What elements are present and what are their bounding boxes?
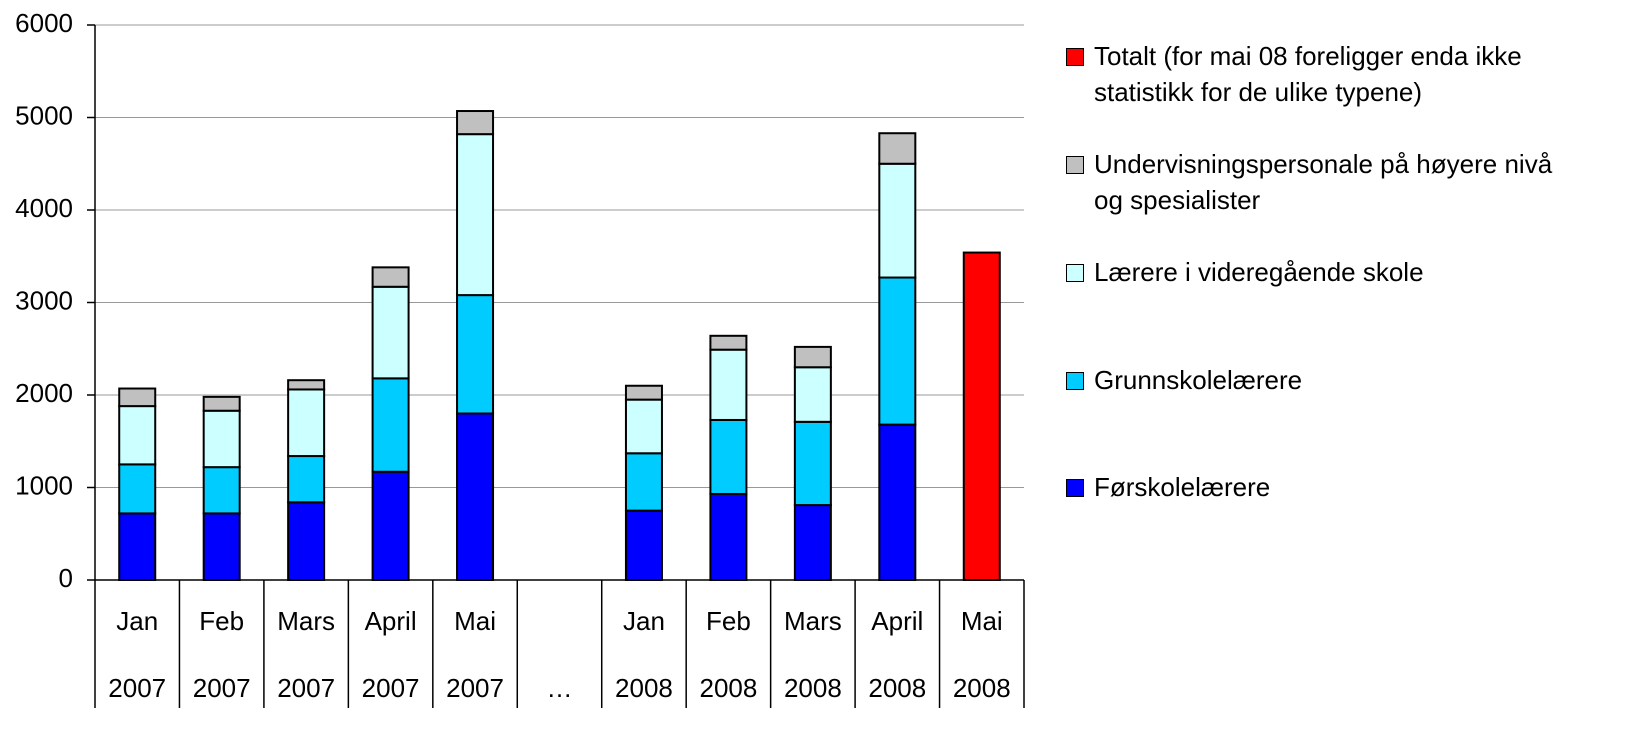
bar-segment — [287, 501, 326, 581]
y-tick-label: 2000 — [15, 378, 73, 408]
x-tick-label: Mars — [277, 606, 335, 636]
legend-item: Førskolelærere — [1066, 469, 1566, 505]
x-tick-label: 2008 — [953, 673, 1011, 703]
y-tick-label: 6000 — [15, 8, 73, 38]
y-tick-label: 4000 — [15, 193, 73, 223]
bar-segment — [962, 251, 1001, 582]
bar-segment — [456, 110, 495, 136]
bar-segment — [624, 384, 663, 401]
x-tick-label: Jan — [623, 606, 665, 636]
x-tick-label: 2008 — [699, 673, 757, 703]
legend-label: Lærere i videregående skole — [1094, 257, 1424, 287]
x-tick-label: 2008 — [784, 673, 842, 703]
x-tick-label: 2007 — [108, 673, 166, 703]
y-tick-label: 5000 — [15, 100, 73, 130]
x-tick-label: 2007 — [446, 673, 504, 703]
legend-swatch — [1066, 48, 1084, 66]
x-tick-label: 2007 — [277, 673, 335, 703]
bar-segment — [202, 512, 241, 582]
bar-segment — [709, 334, 748, 351]
bar-segment — [118, 405, 157, 466]
bar-segment — [624, 398, 663, 455]
bar-segment — [456, 412, 495, 581]
legend-swatch — [1066, 479, 1084, 497]
legend-label: Totalt (for mai 08 foreligger enda ikke … — [1094, 41, 1522, 107]
legend-label: Grunnskolelærere — [1094, 365, 1303, 395]
bar-segment — [118, 512, 157, 582]
bar-segment — [709, 418, 748, 495]
bar-segment — [793, 345, 832, 369]
legend-item: Grunnskolelærere — [1066, 362, 1566, 398]
bar-segment — [371, 266, 410, 288]
x-tick-label: Feb — [199, 606, 244, 636]
legend-swatch — [1066, 156, 1084, 174]
x-tick-label: 2008 — [868, 673, 926, 703]
x-tick-label: … — [547, 673, 573, 703]
y-tick-label: 3000 — [15, 285, 73, 315]
bar-segment — [202, 395, 241, 412]
legend-swatch — [1066, 372, 1084, 390]
bar-segment — [202, 409, 241, 469]
legend-swatch — [1066, 264, 1084, 282]
x-tick-label: 2007 — [362, 673, 420, 703]
bar-segment — [202, 466, 241, 515]
bar-segment — [371, 470, 410, 581]
legend-label: Førskolelærere — [1094, 472, 1271, 502]
bar-segment — [793, 504, 832, 582]
bar-segment — [118, 463, 157, 515]
bar-segment — [793, 420, 832, 507]
legend-label: Undervisningspersonale på høyere nivå og… — [1094, 149, 1553, 215]
bar-segment — [624, 452, 663, 512]
bar-segment — [456, 294, 495, 415]
x-tick-label: April — [365, 606, 417, 636]
bar-segment — [878, 423, 917, 581]
x-tick-label: 2007 — [193, 673, 251, 703]
x-tick-label: Mai — [454, 606, 496, 636]
legend-item: Undervisningspersonale på høyere nivå og… — [1066, 146, 1566, 218]
x-tick-label: April — [871, 606, 923, 636]
y-tick-label: 1000 — [15, 470, 73, 500]
bar-segment — [287, 388, 326, 458]
bar-segment — [118, 387, 157, 408]
bar-segment — [709, 492, 748, 582]
bar-segment — [371, 377, 410, 473]
bar-segment — [793, 366, 832, 423]
x-tick-label: 2008 — [615, 673, 673, 703]
bar-segment — [624, 509, 663, 581]
bar-segment — [878, 132, 917, 165]
x-tick-label: Feb — [706, 606, 751, 636]
y-tick-label: 0 — [59, 563, 73, 593]
legend-item: Lærere i videregående skole — [1066, 254, 1566, 290]
legend-item: Totalt (for mai 08 foreligger enda ikke … — [1066, 38, 1566, 110]
bar-segment — [709, 348, 748, 421]
bar-segment — [287, 379, 326, 391]
bar-segment — [878, 276, 917, 426]
bar-segment — [456, 133, 495, 297]
bar-segment — [371, 285, 410, 380]
x-tick-label: Mai — [961, 606, 1003, 636]
x-tick-label: Jan — [116, 606, 158, 636]
bar-segment — [878, 162, 917, 279]
bar-segment — [287, 455, 326, 504]
x-tick-label: Mars — [784, 606, 842, 636]
